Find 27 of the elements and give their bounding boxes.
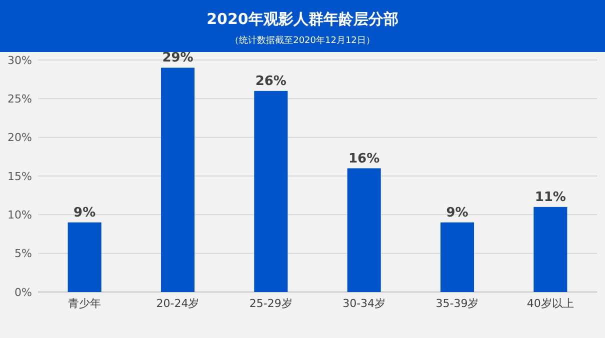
y-tick-label: 10% (8, 208, 32, 222)
y-tick-label: 5% (14, 247, 32, 260)
x-tick-label: 青少年 (68, 297, 102, 310)
data-label: 9% (446, 205, 468, 220)
bar (68, 222, 102, 292)
data-label: 11% (534, 190, 566, 205)
bar (160, 68, 195, 292)
bar (440, 222, 474, 292)
chart-subtitle: （统计数据截至2020年12月12日） (230, 35, 375, 46)
chart-title: 2020年观影人群年龄层分部 (206, 10, 398, 28)
bar (347, 168, 381, 292)
bar (254, 90, 288, 292)
data-label: 9% (74, 205, 96, 220)
x-tick-label: 25-29岁 (249, 297, 292, 310)
x-tick-label: 30-34岁 (342, 297, 386, 310)
data-label: 29% (162, 50, 194, 66)
data-label: 26% (255, 74, 286, 89)
x-tick-label: 35-39岁 (436, 297, 479, 310)
x-tick-label: 40岁以上 (526, 297, 574, 310)
x-tick-label: 20-24岁 (156, 297, 200, 310)
y-tick-label: 15% (8, 170, 32, 183)
bar (534, 206, 568, 292)
y-tick-label: 20% (8, 131, 32, 144)
y-tick-label: 0% (14, 286, 32, 299)
y-tick-label: 30% (8, 54, 32, 67)
data-label: 16% (348, 151, 380, 166)
y-tick-label: 25% (8, 92, 32, 106)
